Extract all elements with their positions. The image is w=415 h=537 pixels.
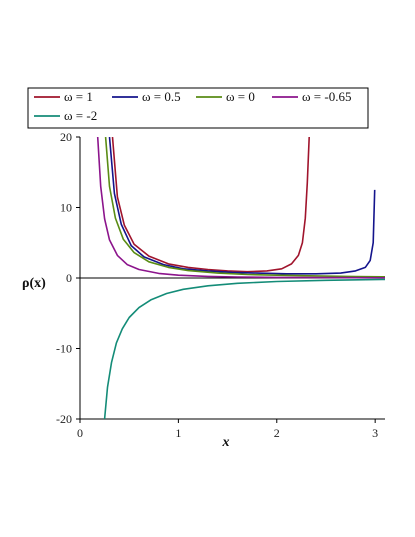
y-tick-label: -20	[56, 412, 72, 426]
legend: ω = 1 ω = 0.5 ω = 0 ω = -0.65 ω = -2	[27, 87, 369, 129]
legend-label-2: ω = 0.5	[142, 89, 181, 104]
y-tick-label: -10	[56, 342, 72, 356]
series-line-4	[96, 137, 385, 279]
y-tick-label: 20	[60, 130, 72, 144]
x-tick-label: 2	[274, 426, 280, 440]
x-tick-label: 1	[175, 426, 181, 440]
legend-label-1: ω = 1	[64, 89, 93, 104]
x-tick-group: 0 1 2 3	[77, 419, 378, 440]
x-tick-label: 3	[372, 426, 378, 440]
series-line-3	[104, 137, 385, 278]
series-layer	[96, 137, 385, 419]
series-line-2	[108, 137, 376, 275]
y-tick-label: 10	[60, 201, 72, 215]
y-tick-label: 0	[66, 271, 72, 285]
legend-box	[27, 87, 369, 129]
legend-label-4: ω = -0.65	[302, 89, 351, 104]
x-tick-label: 0	[77, 426, 83, 440]
y-axis-label: ρ(x)	[22, 276, 46, 291]
series-line-5	[103, 278, 385, 419]
legend-label-5: ω = -2	[64, 108, 97, 123]
series-line-1	[111, 137, 310, 273]
legend-label-3: ω = 0	[226, 89, 255, 104]
axes: 0 1 2 3 -20 -10 0 10 20	[56, 130, 385, 440]
y-tick-group: -20 -10 0 10 20	[56, 130, 80, 426]
x-axis-label: x	[222, 435, 230, 450]
